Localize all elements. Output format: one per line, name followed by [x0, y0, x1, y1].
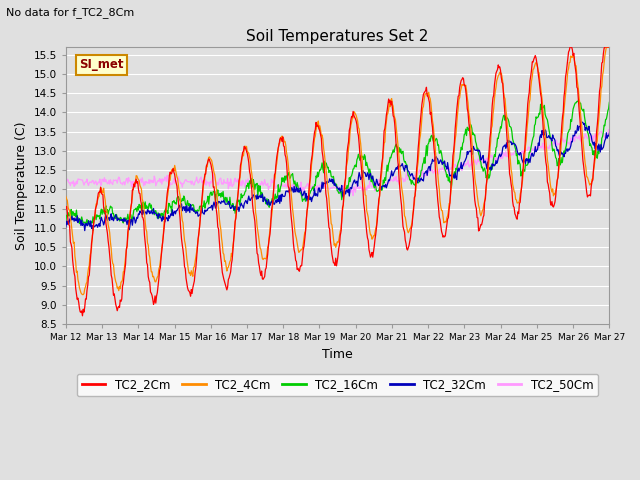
Title: Soil Temperatures Set 2: Soil Temperatures Set 2: [246, 29, 429, 44]
Y-axis label: Soil Temperature (C): Soil Temperature (C): [15, 121, 28, 250]
Text: SI_met: SI_met: [79, 58, 124, 71]
Legend: TC2_2Cm, TC2_4Cm, TC2_16Cm, TC2_32Cm, TC2_50Cm: TC2_2Cm, TC2_4Cm, TC2_16Cm, TC2_32Cm, TC…: [77, 373, 598, 396]
X-axis label: Time: Time: [322, 348, 353, 361]
Text: No data for f_TC2_8Cm: No data for f_TC2_8Cm: [6, 7, 134, 18]
